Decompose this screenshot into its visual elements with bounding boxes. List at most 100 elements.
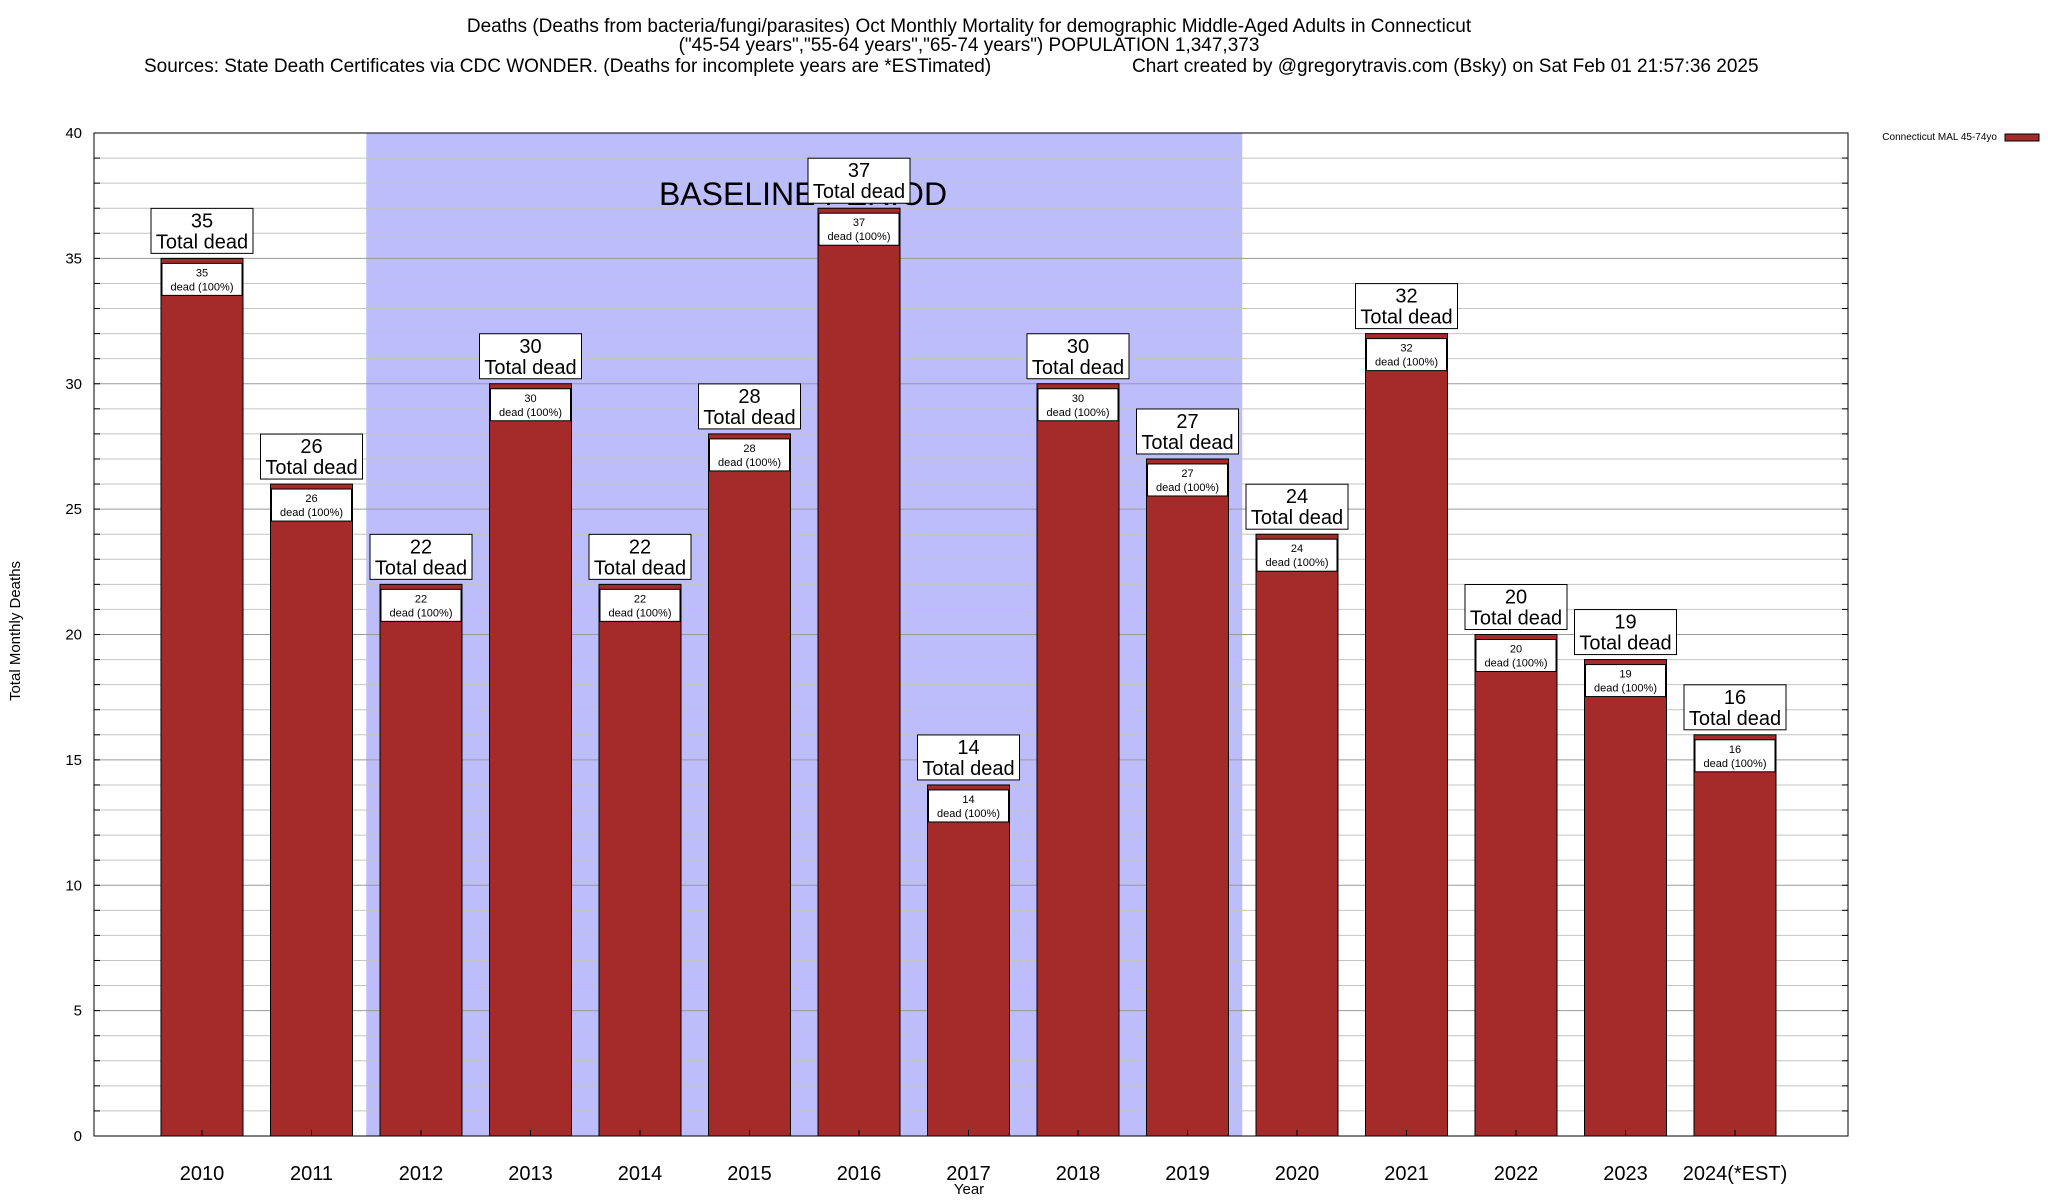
top-label-value: 16 [1724, 687, 1746, 709]
inner-label-text: dead (100%) [1047, 407, 1110, 419]
inner-label-value: 30 [1072, 393, 1084, 405]
y-tick-label: 35 [65, 250, 82, 267]
x-tick-label: 2024(*EST) [1683, 1163, 1788, 1185]
inner-label-value: 19 [1619, 669, 1631, 681]
top-label-box [150, 207, 254, 254]
inner-label-text: dead (100%) [609, 607, 672, 619]
chart-source: Sources: State Death Certificates via CD… [144, 56, 991, 77]
top-label-text: Total dead [594, 557, 686, 579]
inner-label-box [271, 488, 352, 522]
bar [160, 257, 244, 1137]
inner-label-box [1256, 538, 1338, 572]
legend-label: Connecticut MAL 45-74yo [1882, 132, 1997, 143]
inner-label-text: dead (100%) [499, 407, 562, 419]
inner-label-value: 26 [305, 493, 317, 505]
inner-label-text: dead (100%) [718, 457, 781, 469]
x-tick-label: 2018 [1056, 1163, 1101, 1185]
inner-label-box [1694, 739, 1776, 773]
bar [817, 207, 901, 1137]
y-tick-label: 25 [65, 501, 82, 518]
x-tick-label: 2011 [290, 1163, 333, 1185]
top-label-box [369, 533, 473, 580]
top-label-box [1136, 408, 1239, 455]
inner-label-box [709, 438, 790, 472]
bar [1036, 383, 1120, 1137]
inner-label-value: 22 [415, 593, 427, 605]
inner-label-box [1366, 338, 1447, 372]
bar [1474, 634, 1558, 1137]
top-label-text: Total dead [1032, 357, 1124, 379]
top-label-text: Total dead [375, 557, 467, 579]
top-label-value: 27 [1176, 411, 1198, 433]
top-label-text: Total dead [1141, 432, 1233, 454]
y-tick-label: 5 [74, 1003, 82, 1020]
y-tick-label: 10 [65, 877, 82, 894]
inner-label-box [161, 262, 243, 296]
x-tick-label: 2016 [837, 1163, 882, 1185]
inner-label-text: dead (100%) [937, 808, 1000, 820]
chart-subtitle: ("45-54 years","55-64 years","65-74 year… [679, 35, 1260, 56]
inner-label-box [380, 588, 462, 622]
top-label-box [1355, 283, 1458, 330]
inner-label-box [1585, 664, 1666, 698]
x-tick-label: 2020 [1275, 1163, 1320, 1185]
top-label-text: Total dead [265, 457, 357, 479]
inner-label-value: 14 [962, 794, 974, 806]
x-tick-label: 2015 [727, 1163, 772, 1185]
y-tick-label: 15 [65, 752, 82, 769]
bar [1693, 734, 1777, 1137]
top-label-box [1464, 584, 1568, 630]
plot-frame [93, 132, 1849, 1137]
inner-label-value: 24 [1291, 543, 1303, 555]
bar [1365, 333, 1448, 1137]
inner-label-box [818, 212, 900, 246]
inner-label-text: dead (100%) [390, 607, 453, 619]
top-label-value: 32 [1395, 286, 1417, 308]
top-label-text: Total dead [1579, 633, 1671, 655]
inner-label-text: dead (100%) [1594, 683, 1657, 695]
x-tick-label: 2013 [508, 1163, 553, 1185]
y-axis-label: Total Monthly Deaths [7, 561, 24, 701]
top-label-text: Total dead [1360, 307, 1452, 329]
top-label-box [1026, 333, 1130, 380]
bar [1584, 659, 1667, 1137]
top-label-value: 22 [629, 536, 651, 558]
inner-label-value: 35 [196, 267, 208, 279]
bar [1255, 533, 1339, 1137]
bar [708, 433, 791, 1137]
bar [379, 583, 463, 1137]
inner-label-text: dead (100%) [1485, 658, 1548, 670]
x-tick-label: 2019 [1165, 1163, 1210, 1185]
bar [270, 483, 353, 1137]
top-label-value: 30 [519, 336, 541, 358]
bar [598, 583, 682, 1137]
x-tick-label: 2017 [946, 1163, 991, 1185]
top-label-box [698, 383, 801, 430]
top-label-box [1574, 609, 1677, 656]
top-label-value: 26 [300, 436, 322, 458]
inner-label-text: dead (100%) [280, 507, 343, 519]
inner-label-box [1475, 639, 1557, 672]
top-label-text: Total dead [1470, 608, 1562, 630]
top-label-value: 22 [410, 536, 432, 558]
inner-label-text: dead (100%) [1704, 758, 1767, 770]
inner-label-text: dead (100%) [1375, 357, 1438, 369]
top-label-text: Total dead [1689, 708, 1781, 730]
top-label-text: Total dead [484, 357, 576, 379]
inner-label-text: dead (100%) [171, 281, 234, 293]
top-label-value: 28 [738, 386, 760, 408]
x-tick-label: 2021 [1384, 1163, 1429, 1185]
inner-label-value: 16 [1729, 744, 1741, 756]
inner-label-text: dead (100%) [1156, 482, 1219, 494]
bar [489, 383, 572, 1137]
top-label-text: Total dead [156, 231, 248, 253]
top-label-box [588, 533, 692, 580]
x-tick-label: 2014 [618, 1163, 663, 1185]
inner-label-value: 37 [853, 217, 865, 229]
inner-label-box [928, 789, 1009, 823]
inner-label-value: 30 [524, 393, 536, 405]
x-axis-label: Year [954, 1181, 984, 1198]
top-label-value: 37 [848, 160, 870, 182]
inner-label-value: 32 [1400, 343, 1412, 355]
